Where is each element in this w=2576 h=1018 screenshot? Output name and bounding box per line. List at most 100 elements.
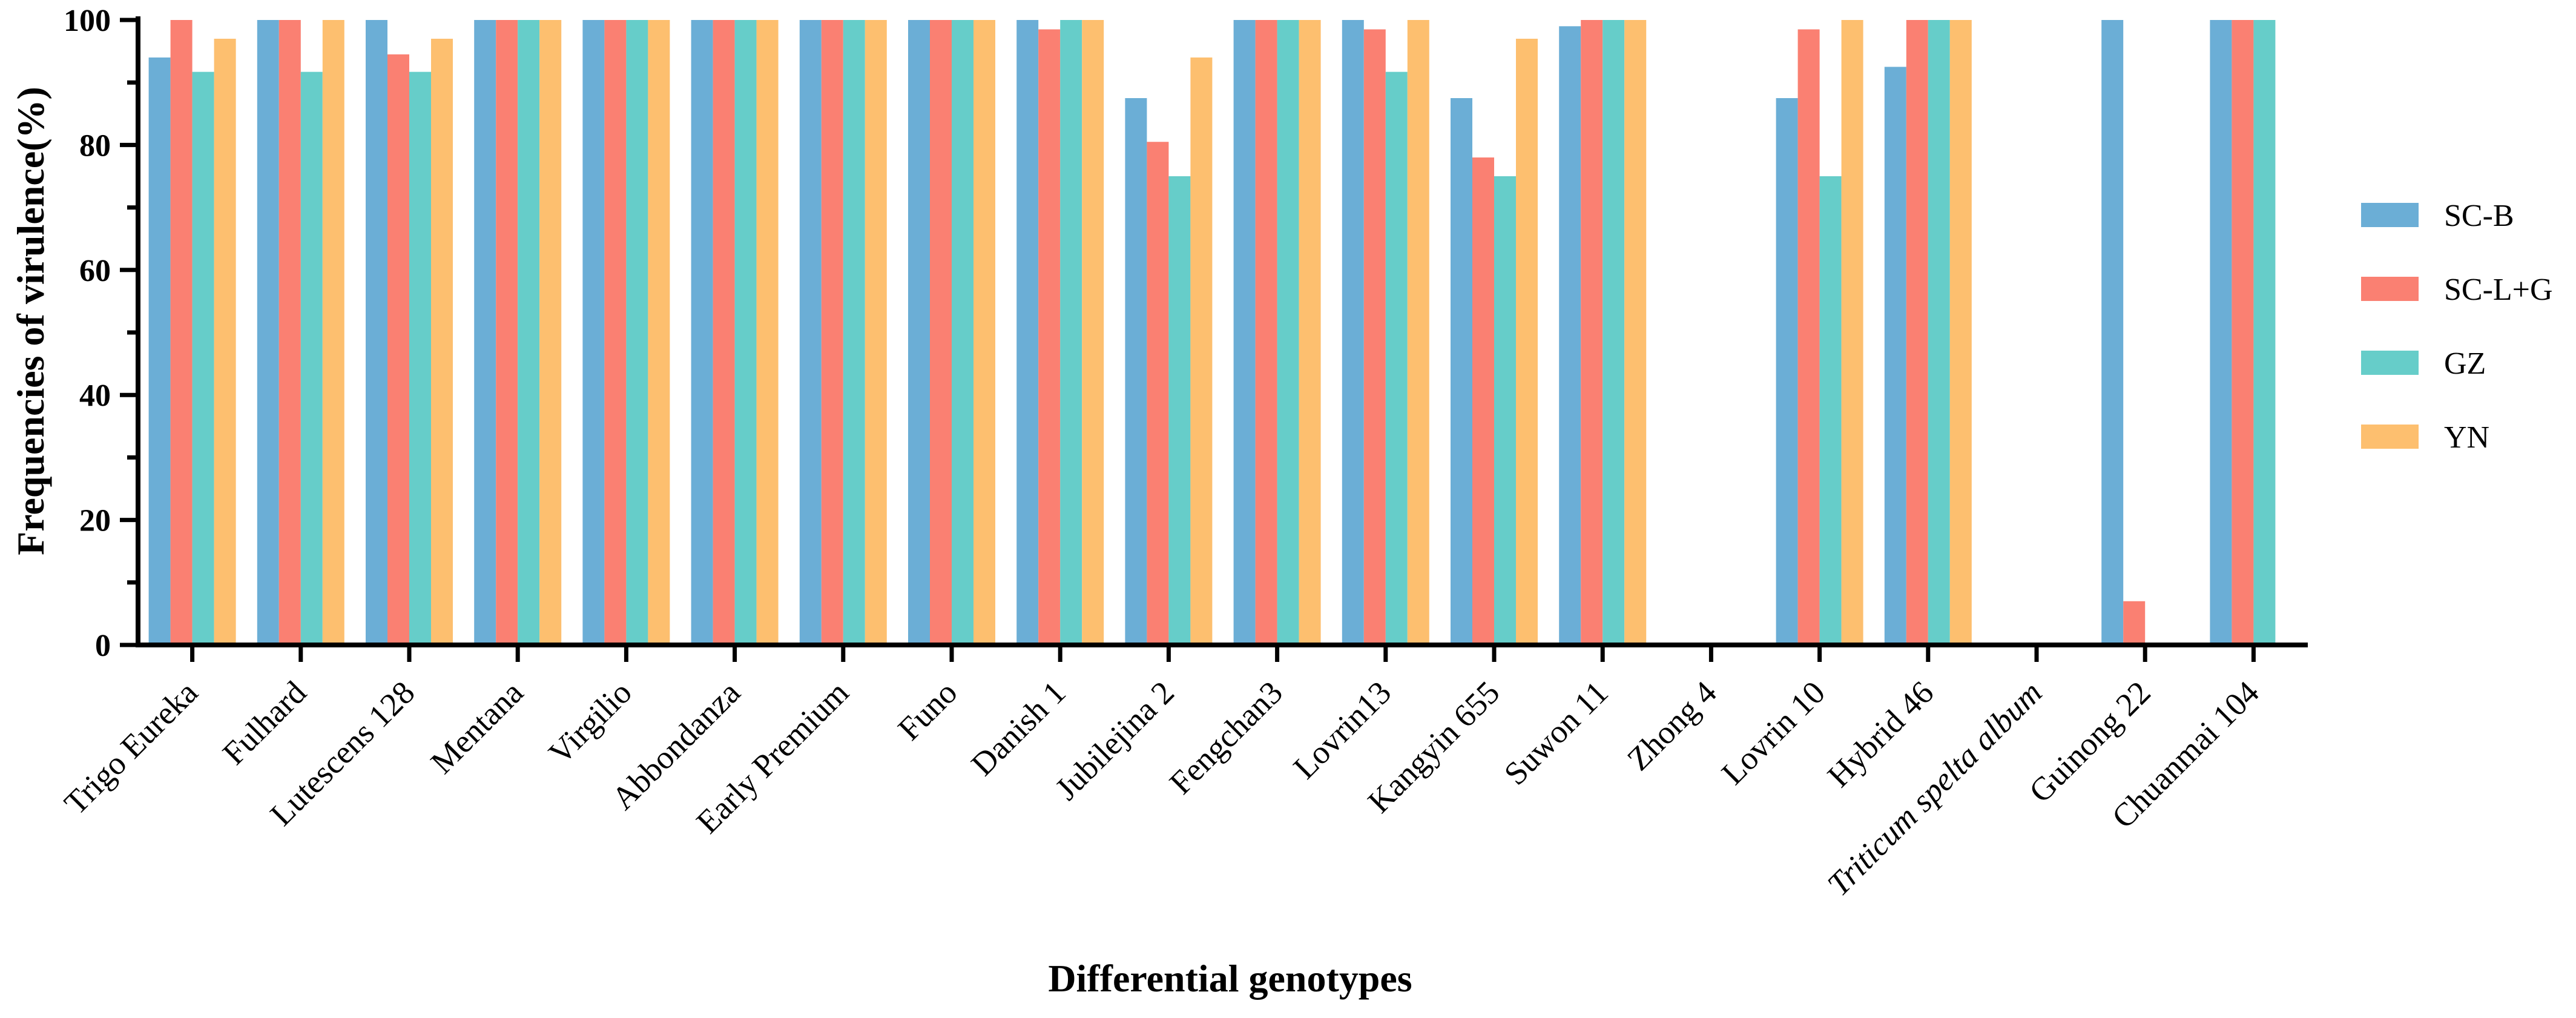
axes-group [136,16,2308,647]
bar-sc-l-g-8 [930,20,952,645]
bar-sc-b-6 [691,20,713,645]
y-tick-label: 20 [79,504,111,538]
bar-sc-b-14 [1559,26,1581,645]
bar-sc-l-g-1 [170,20,193,645]
bar-gz-11 [1277,20,1299,645]
bar-sc-b-17 [1884,67,1906,645]
bar-yn-10 [1190,57,1213,646]
bar-sc-l-g-6 [713,20,735,645]
bar-yn-14 [1624,20,1647,645]
bar-gz-9 [1060,20,1082,645]
x-axis-label: Differential genotypes [1048,957,1412,1000]
x-tick-label: Zhong 4 [1620,674,1724,778]
bar-sc-l-g-13 [1472,157,1494,645]
bar-yn-2 [322,20,344,645]
bar-sc-l-g-7 [821,20,843,645]
bar-yn-7 [865,20,887,645]
y-tick-label: 40 [79,378,111,413]
bar-sc-l-g-19 [2123,601,2146,645]
bar-sc-l-g-4 [496,20,518,645]
y-tick-label: 0 [95,629,111,663]
legend-label: SC-B [2444,199,2514,233]
legend-swatch [2361,425,2419,449]
bar-sc-l-g-14 [1581,20,1603,645]
bar-gz-3 [409,71,431,645]
y-axis-label: Frequencies of virulence(%) [9,87,52,555]
legend-swatch [2361,277,2419,301]
bar-yn-17 [1949,20,1972,645]
bar-yn-13 [1516,38,1538,645]
bar-yn-9 [1082,20,1104,645]
bar-gz-6 [734,20,757,645]
bar-yn-8 [973,20,995,645]
bar-sc-l-g-12 [1363,29,1386,646]
bar-sc-l-g-5 [604,20,627,645]
bar-sc-b-8 [908,20,930,645]
bar-sc-b-19 [2101,20,2124,645]
bar-yn-1 [214,38,236,645]
x-tick-label: Danish 1 [964,674,1072,782]
bar-sc-b-11 [1233,20,1256,645]
x-tick-label: Jubilejina 2 [1048,674,1181,807]
x-tick-label: Lovrin13 [1286,674,1398,786]
bar-gz-7 [843,20,865,645]
bar-sc-l-g-11 [1255,20,1277,645]
bar-sc-b-16 [1776,98,1798,645]
bar-sc-l-g-2 [278,20,301,645]
bar-gz-5 [626,20,648,645]
legend-label: SC-L+G [2444,273,2553,307]
legend-label: YN [2444,420,2489,455]
bar-yn-3 [431,38,453,645]
bar-sc-l-g-10 [1147,142,1169,646]
bar-sc-l-g-20 [2232,20,2254,645]
bar-gz-16 [1819,176,1842,645]
bar-gz-2 [300,71,323,645]
bar-gz-1 [192,71,214,645]
bar-gz-17 [1928,20,1950,645]
y-tick-label: 100 [64,4,111,38]
bar-sc-b-5 [582,20,605,645]
x-tick-label: Trigo Eureka [57,674,205,822]
bar-sc-b-1 [148,57,171,646]
bar-gz-12 [1385,71,1408,645]
x-tick-label: Virgilio [542,674,639,771]
bar-yn-12 [1407,20,1429,645]
bar-sc-b-2 [257,20,279,645]
legend-swatch [2361,351,2419,375]
x-tick-label: Lovrin 10 [1715,674,1832,792]
bar-sc-b-7 [799,20,822,645]
y-tick-label: 60 [79,254,111,288]
legend: SC-B SC-L+G GZ YN [2361,199,2553,455]
bar-yn-5 [648,20,670,645]
bar-gz-13 [1494,176,1516,645]
bar-sc-b-20 [2210,20,2232,645]
y-tick-label: 80 [79,128,111,163]
bar-gz-10 [1168,176,1191,645]
x-tick-label: Funo [891,674,964,747]
bar-sc-b-10 [1125,98,1147,645]
bar-yn-16 [1841,20,1863,645]
bar-sc-l-g-3 [387,54,409,645]
bar-gz-20 [2253,20,2276,645]
legend-swatch [2361,203,2419,227]
bar-sc-b-4 [474,20,496,645]
bar-gz-4 [518,20,540,645]
bar-gz-14 [1603,20,1625,645]
bar-gz-8 [952,20,973,645]
legend-label: GZ [2444,346,2486,381]
bar-sc-l-g-9 [1038,29,1061,646]
x-tick-label: Suwon 11 [1497,674,1615,792]
bar-sc-b-13 [1451,98,1472,645]
x-tick-label: Triticum spelta album [1820,674,2049,903]
bar-yn-4 [539,20,562,645]
bars-group [148,20,2276,646]
bar-sc-l-g-17 [1906,20,1928,645]
bar-yn-11 [1299,20,1321,645]
x-tick-label: Mentana [424,674,530,781]
bar-sc-b-9 [1016,20,1039,645]
bar-yn-6 [756,20,779,645]
x-tick-label: Fulhard [216,674,313,772]
x-tick-label: Fengchan3 [1162,674,1290,801]
